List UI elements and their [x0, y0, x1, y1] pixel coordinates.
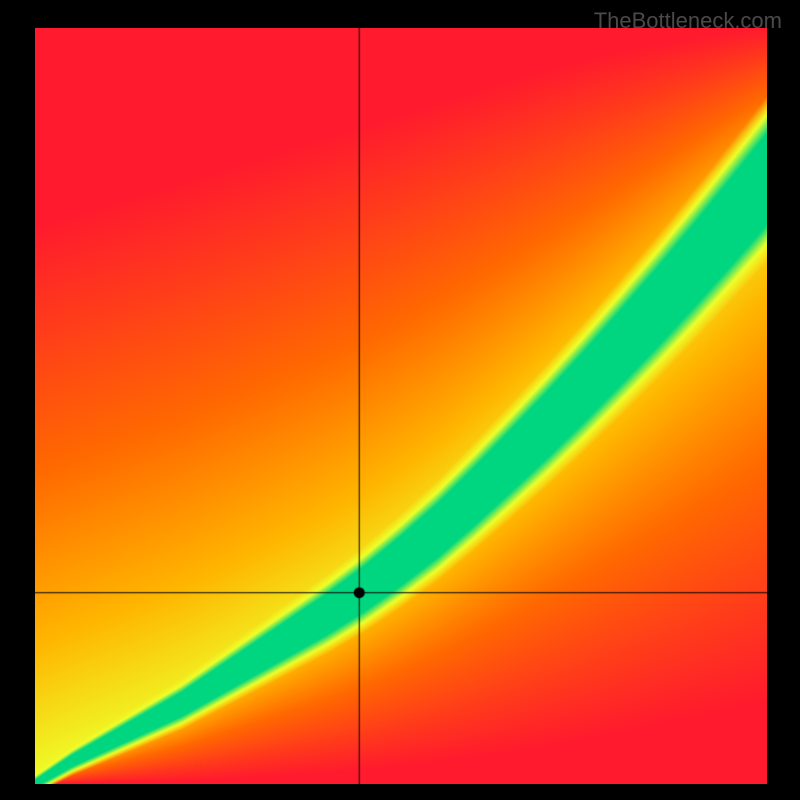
bottleneck-heatmap [35, 28, 767, 784]
watermark-text: TheBottleneck.com [594, 8, 782, 34]
chart-container: TheBottleneck.com [0, 0, 800, 800]
